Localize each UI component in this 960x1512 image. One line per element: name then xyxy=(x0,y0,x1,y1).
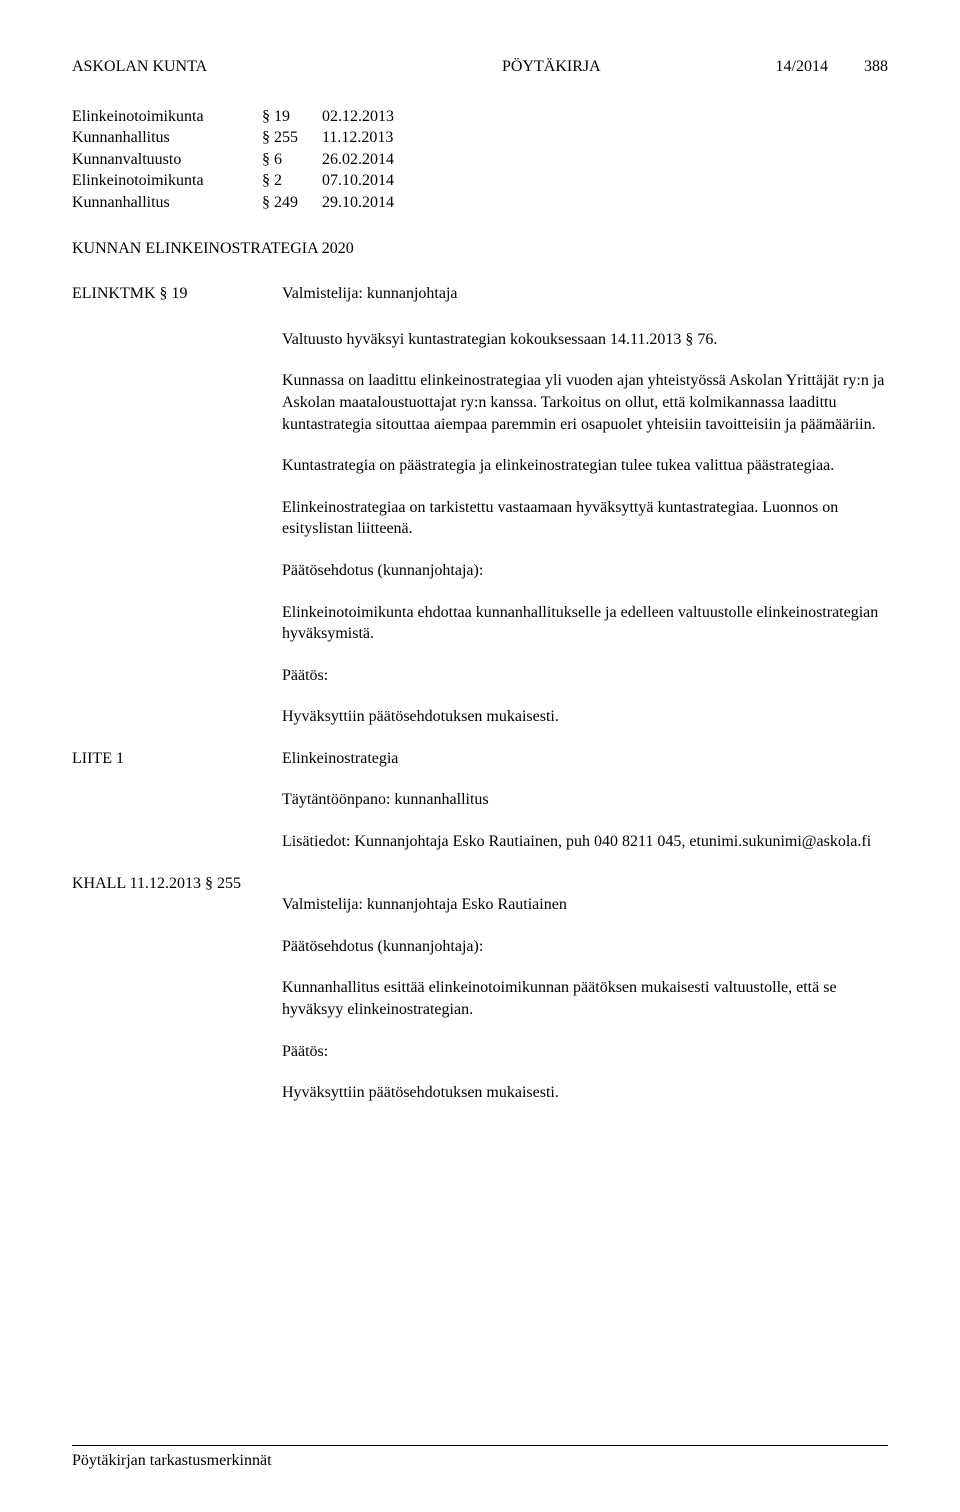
meeting-section: § 2 xyxy=(262,170,322,192)
meeting-section: § 6 xyxy=(262,149,322,171)
meeting-date: 07.10.2014 xyxy=(322,170,394,192)
meeting-body: Elinkeinotoimikunta xyxy=(72,106,262,128)
page-header: ASKOLAN KUNTA PÖYTÄKIRJA 14/2014 388 xyxy=(72,56,888,78)
paragraph: Kunnassa on laadittu elinkeinostrategiaa… xyxy=(282,370,888,435)
meeting-date: 02.12.2013 xyxy=(322,106,394,128)
proposal-text: Kunnanhallitus esittää elinkeinotoimikun… xyxy=(282,977,888,1020)
header-doctype: PÖYTÄKIRJA xyxy=(502,56,601,78)
meeting-list: Elinkeinotoimikunta § 19 02.12.2013 Kunn… xyxy=(72,106,888,214)
meeting-row: Kunnanvaltuusto § 6 26.02.2014 xyxy=(72,149,888,171)
header-org: ASKOLAN KUNTA xyxy=(72,56,207,78)
meeting-body: Elinkeinotoimikunta xyxy=(72,170,262,192)
decision-text: Hyväksyttiin päätösehdotuksen mukaisesti… xyxy=(282,1082,888,1104)
liite1-label: LIITE 1 xyxy=(72,748,282,770)
proposal-label: Päätösehdotus (kunnanjohtaja): xyxy=(282,936,888,958)
proposal-text: Elinkeinotoimikunta ehdottaa kunnanhalli… xyxy=(282,602,888,645)
liite1-row: LIITE 1 Elinkeinostrategia xyxy=(72,748,888,770)
meeting-row: Kunnanhallitus § 255 11.12.2013 xyxy=(72,127,888,149)
page-footer: Pöytäkirjan tarkastusmerkinnät xyxy=(72,1445,888,1472)
paragraph: Valtuusto hyväksyi kuntastrategian kokou… xyxy=(282,329,888,351)
khall255-preparer: Valmistelija: kunnanjohtaja Esko Rautiai… xyxy=(282,894,888,916)
proposal-label: Päätösehdotus (kunnanjohtaja): xyxy=(282,560,888,582)
footer-rule xyxy=(72,1445,888,1446)
elink19-header: ELINKTMK § 19 Valmistelija: kunnanjohtaj… xyxy=(72,283,888,305)
decision-label: Päätös: xyxy=(282,1041,888,1063)
meeting-date: 29.10.2014 xyxy=(322,192,394,214)
elink19-body: Valtuusto hyväksyi kuntastrategian kokou… xyxy=(282,329,888,728)
meeting-body: Kunnanhallitus xyxy=(72,192,262,214)
header-right: 14/2014 388 xyxy=(776,56,888,78)
khall255-label: KHALL 11.12.2013 § 255 xyxy=(72,873,888,895)
meeting-row: Kunnanhallitus § 249 29.10.2014 xyxy=(72,192,888,214)
document-title: KUNNAN ELINKEINOSTRATEGIA 2020 xyxy=(72,238,888,260)
meeting-row: Elinkeinotoimikunta § 2 07.10.2014 xyxy=(72,170,888,192)
meeting-body: Kunnanhallitus xyxy=(72,127,262,149)
meeting-row: Elinkeinotoimikunta § 19 02.12.2013 xyxy=(72,106,888,128)
footer-text: Pöytäkirjan tarkastusmerkinnät xyxy=(72,1450,888,1472)
liite1-body: Täytäntöönpano: kunnanhallitus Lisätiedo… xyxy=(282,789,888,852)
paragraph: Elinkeinostrategiaa on tarkistettu vasta… xyxy=(282,497,888,540)
elink19-preparer: Valmistelija: kunnanjohtaja xyxy=(282,283,888,305)
paragraph: Kuntastrategia on päästrategia ja elinke… xyxy=(282,455,888,477)
meeting-date: 26.02.2014 xyxy=(322,149,394,171)
meeting-body: Kunnanvaltuusto xyxy=(72,149,262,171)
decision-text: Hyväksyttiin päätösehdotuksen mukaisesti… xyxy=(282,706,888,728)
elink19-label: ELINKTMK § 19 xyxy=(72,283,282,305)
decision-label: Päätös: xyxy=(282,665,888,687)
meeting-section: § 249 xyxy=(262,192,322,214)
liite1-value: Elinkeinostrategia xyxy=(282,748,888,770)
meeting-date: 11.12.2013 xyxy=(322,127,393,149)
khall255-body: Valmistelija: kunnanjohtaja Esko Rautiai… xyxy=(282,894,888,1104)
meeting-section: § 19 xyxy=(262,106,322,128)
header-docnum: 14/2014 xyxy=(776,56,828,78)
meeting-section: § 255 xyxy=(262,127,322,149)
more-info: Lisätiedot: Kunnanjohtaja Esko Rautiaine… xyxy=(282,831,888,853)
header-pagenum: 388 xyxy=(864,56,888,78)
implementation: Täytäntöönpano: kunnanhallitus xyxy=(282,789,888,811)
